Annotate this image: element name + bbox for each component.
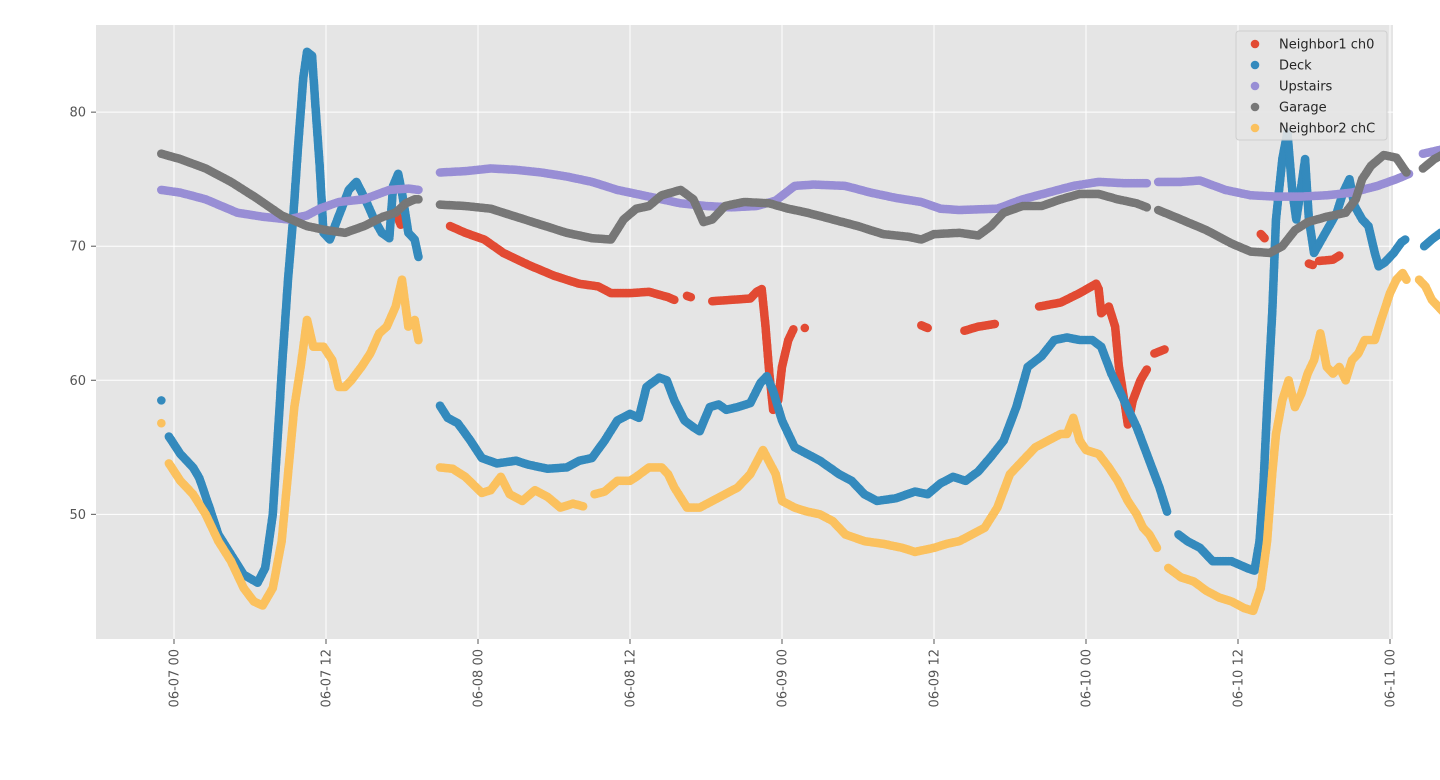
data-point (923, 323, 932, 333)
data-point (157, 396, 166, 405)
series-deck (157, 47, 1440, 587)
data-point (670, 295, 679, 305)
data-point (414, 194, 423, 204)
data-point (1142, 203, 1152, 212)
data-point (414, 252, 423, 262)
data-point (157, 418, 166, 428)
data-point (1400, 235, 1410, 244)
data-point (1162, 507, 1172, 516)
data-point (1335, 251, 1344, 260)
data-point (990, 319, 1000, 329)
data-point (1402, 168, 1411, 177)
data-point (414, 335, 423, 345)
data-point (800, 323, 810, 333)
data-point (1142, 365, 1152, 374)
series-garage (157, 149, 1440, 258)
data-point (1160, 345, 1169, 354)
data-point (1142, 178, 1152, 188)
data-points (157, 47, 1440, 616)
data-point (1308, 260, 1318, 270)
data-point (686, 292, 696, 302)
data-point (789, 325, 798, 334)
series-neighbor2-chc (157, 268, 1440, 616)
data-point (1260, 233, 1269, 243)
data-point (414, 185, 423, 195)
